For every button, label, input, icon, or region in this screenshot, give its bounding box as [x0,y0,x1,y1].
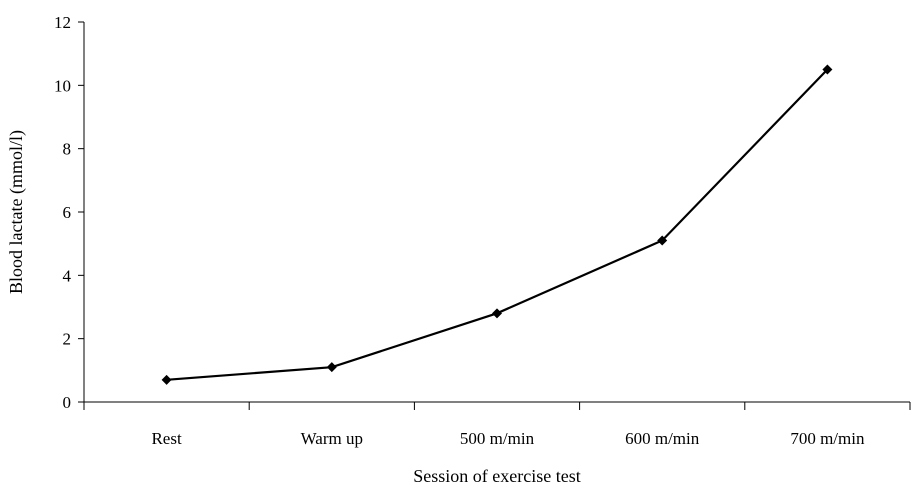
x-tick-label: 500 m/min [460,429,535,448]
series-group [161,64,833,385]
y-axis: 0 2 4 6 8 10 12 [54,13,85,412]
x-tick-label: 600 m/min [625,429,700,448]
y-tick-label: 6 [63,203,72,222]
x-tick-label: Rest [151,429,182,448]
y-tick-label: 2 [63,330,72,349]
x-tick-label: Warm up [301,429,363,448]
y-tick-label: 12 [54,13,71,32]
x-tick-label: 700 m/min [790,429,865,448]
y-tick-label: 10 [54,76,71,95]
data-point-marker [161,374,172,385]
data-point-marker [657,235,668,246]
data-point-marker [326,362,337,373]
x-axis-title: Session of exercise test [413,466,580,486]
x-axis: Rest Warm up 500 m/min 600 m/min 700 m/min [83,401,911,448]
y-tick-label: 8 [63,140,72,159]
y-tick-label: 4 [63,266,72,285]
y-tick-label: 0 [63,393,72,412]
y-axis-title: Blood lactate (mmol/l) [6,130,27,294]
data-point-marker [492,308,502,319]
series-line [166,68,829,381]
data-point-marker [822,64,833,75]
